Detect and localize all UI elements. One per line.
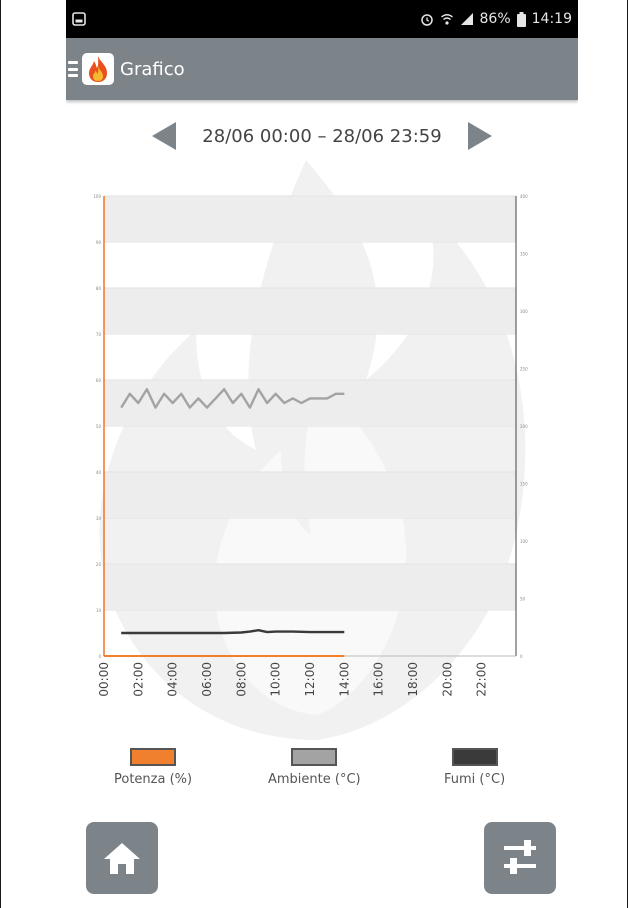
sliders-icon: [504, 840, 536, 874]
grid-band: [104, 564, 516, 610]
clock: 14:19: [531, 11, 572, 27]
right-tick-label: 250: [520, 367, 528, 372]
x-tick-label: 20:00: [440, 662, 454, 697]
legend-label-fumi: Fumi (°C): [444, 772, 506, 787]
legend-item-ambiente: Ambiente (°C): [268, 748, 361, 787]
right-tick-label: 350: [520, 252, 528, 257]
date-range: 28/06 00:00 – 28/06 23:59: [202, 125, 442, 147]
battery-icon: [516, 11, 526, 27]
legend-label-ambiente: Ambiente (°C): [268, 772, 361, 787]
left-tick-label: 60: [96, 378, 102, 383]
x-tick-label: 08:00: [234, 662, 248, 697]
right-tick-label: 300: [520, 309, 528, 314]
chart-legend: Potenza (%) Ambiente (°C) Fumi (°C): [66, 748, 578, 798]
flame-logo-icon: [82, 53, 114, 85]
page-border-left: [0, 0, 1, 908]
arrow-right-icon[interactable]: [467, 122, 492, 150]
series-line-3: [121, 629, 345, 635]
right-tick-label: 50: [520, 597, 526, 602]
app-bar: Grafico: [66, 38, 578, 100]
left-tick-label: 0: [98, 654, 101, 659]
left-tick-label: 30: [96, 516, 102, 521]
legend-swatch-fumi: [451, 748, 498, 766]
legend-swatch-potenza: [130, 748, 177, 766]
right-tick-label: 0: [520, 654, 523, 659]
series-line-2: [120, 387, 345, 409]
battery-percent: 86%: [479, 11, 511, 27]
left-tick-label: 10: [96, 608, 102, 613]
left-tick-label: 90: [96, 240, 102, 245]
alarm-icon: [420, 14, 433, 26]
x-tick-label: 22:00: [475, 662, 489, 697]
left-tick-label: 50: [96, 424, 102, 429]
signal-icon: [460, 13, 473, 25]
x-tick-label: 02:00: [131, 662, 145, 697]
legend-swatch-ambiente: [291, 748, 338, 766]
left-tick-label: 100: [94, 194, 101, 199]
grid-band: [104, 472, 516, 518]
x-tick-label: 16:00: [372, 662, 386, 697]
wifi-icon: [440, 14, 453, 25]
left-tick-label: 40: [96, 470, 102, 475]
x-tick-label: 10:00: [269, 662, 283, 697]
x-tick-label: 12:00: [303, 662, 317, 697]
home-button[interactable]: [86, 822, 158, 894]
x-tick-label: 04:00: [166, 662, 180, 697]
app-title: Grafico: [120, 58, 185, 80]
app-screen: 86% 14:19 Grafico 28/: [66, 0, 578, 908]
legend-item-fumi: Fumi (°C): [444, 748, 505, 787]
grid-band: [104, 380, 516, 426]
arrow-left-icon[interactable]: [152, 122, 177, 150]
right-tick-label: 200: [520, 424, 528, 429]
x-tick-label: 06:00: [200, 662, 214, 697]
legend-label-potenza: Potenza (%): [114, 772, 193, 787]
menu-icon[interactable]: [68, 61, 78, 77]
x-tick-label: 14:00: [337, 662, 351, 697]
x-tick-label: 00:00: [97, 662, 111, 697]
grid-band: [104, 288, 516, 334]
home-icon: [104, 843, 140, 874]
left-tick-label: 20: [96, 562, 102, 567]
x-tick-label: 18:00: [406, 662, 420, 697]
image-icon: [72, 12, 86, 26]
right-tick-label: 400: [520, 194, 528, 199]
history-chart: 0 10 20 30 40 50 60 70 80 90 100 0 50 100 150 200 250 300…: [94, 194, 528, 697]
status-bar: 86% 14:19: [66, 0, 578, 38]
legend-item-potenza: Potenza (%): [114, 748, 192, 787]
left-tick-label: 80: [96, 286, 102, 291]
settings-button[interactable]: [484, 822, 556, 894]
right-tick-label: 150: [520, 482, 528, 487]
left-tick-label: 70: [96, 332, 102, 337]
grid-band: [104, 196, 516, 242]
right-tick-label: 100: [520, 539, 528, 544]
date-navigation: 28/06 00:00 – 28/06 23:59: [66, 118, 578, 154]
